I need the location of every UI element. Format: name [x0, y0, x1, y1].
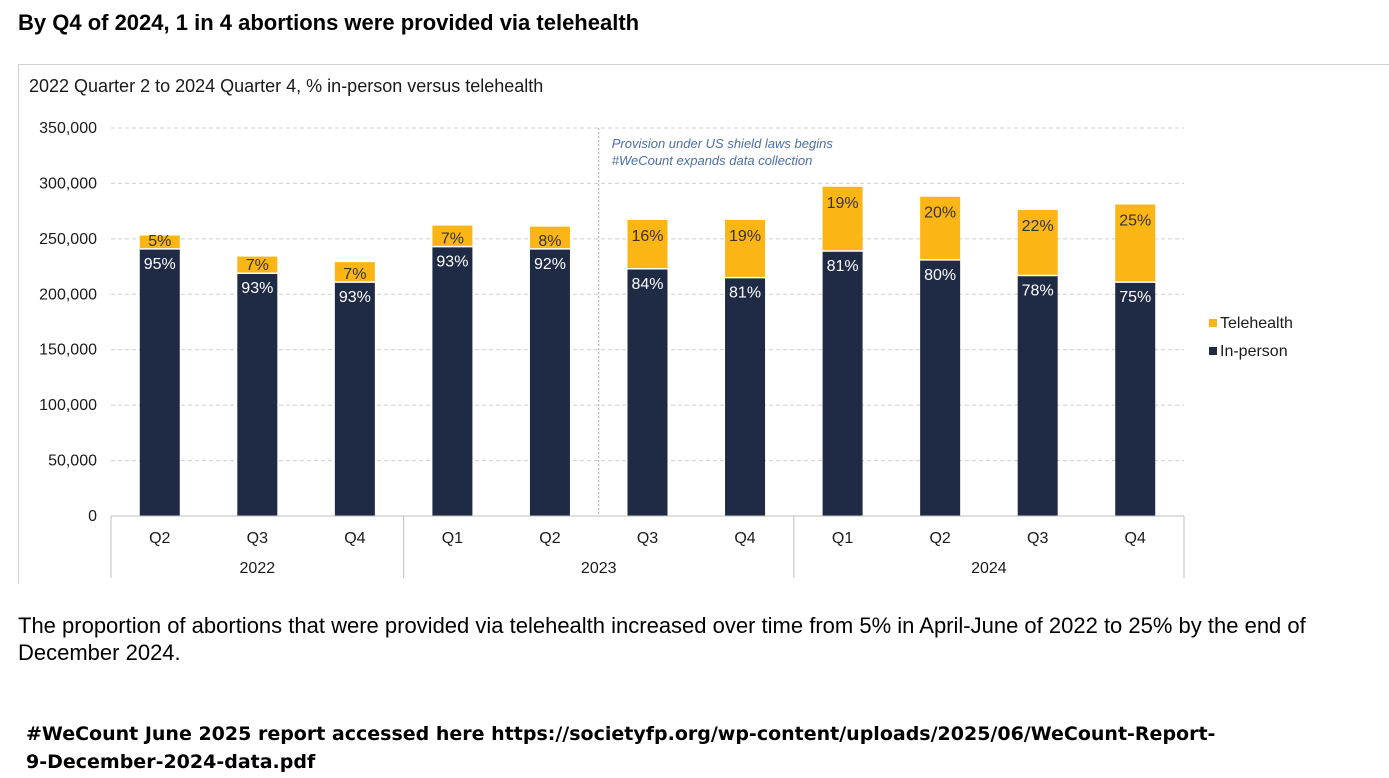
y-tick-label: 150,000 — [39, 342, 97, 359]
telehealth-label: 19% — [827, 195, 859, 212]
x-tick-label: Q4 — [344, 530, 365, 547]
bar-in-person — [529, 248, 570, 516]
in-person-label: 75% — [1119, 289, 1151, 306]
bar-telehealth — [627, 220, 668, 269]
bar-telehealth — [529, 226, 570, 249]
stacked-bar-chart: 2022 Quarter 2 to 2024 Quarter 4, % in-p… — [29, 76, 1293, 578]
telehealth-label: 22% — [1022, 218, 1054, 235]
telehealth-label: 7% — [441, 231, 464, 248]
telehealth-label: 8% — [538, 233, 561, 250]
telehealth-label: 16% — [631, 228, 663, 245]
bar-in-person — [627, 268, 668, 516]
bar-telehealth — [237, 256, 278, 274]
annotation: Provision under US shield laws begins #We… — [598, 128, 834, 516]
in-person-label: 93% — [436, 254, 468, 271]
bar-in-person — [334, 282, 375, 516]
bar-in-person — [725, 277, 766, 516]
chart-headline: By Q4 of 2024, 1 in 4 abortions were pro… — [18, 10, 640, 35]
bar-in-person — [920, 259, 961, 516]
in-person-label: 81% — [729, 285, 761, 302]
in-person-label: 80% — [924, 267, 956, 284]
telehealth-label: 5% — [148, 233, 171, 250]
bar-telehealth — [1017, 210, 1058, 276]
legend-label: Telehealth — [1220, 315, 1293, 332]
bar-telehealth — [334, 262, 375, 283]
year-label: 2023 — [581, 560, 617, 577]
in-person-label: 78% — [1022, 282, 1054, 299]
y-tick-label: 100,000 — [39, 397, 97, 414]
in-person-label: 95% — [144, 256, 176, 273]
x-tick-label: Q3 — [1027, 530, 1048, 547]
legend-swatch — [1209, 347, 1217, 355]
bars: 95% 5% 93% 7% 93% 7% 93% 7% 92% 8% 84% 16% 81% 19% 81%… — [139, 186, 1156, 517]
in-person-label: 92% — [534, 256, 566, 273]
year-label: 2022 — [240, 560, 276, 577]
bar-in-person — [237, 273, 278, 516]
x-tick-label: Q3 — [637, 530, 658, 547]
y-tick-label: 300,000 — [39, 175, 97, 192]
in-person-label: 93% — [339, 289, 371, 306]
y-tick-label: 0 — [88, 508, 97, 525]
bar-in-person — [139, 248, 180, 516]
x-tick-label: Q4 — [1125, 530, 1146, 547]
legend-label: In-person — [1220, 343, 1288, 360]
bar-telehealth — [139, 235, 180, 249]
y-tick-label: 50,000 — [48, 453, 97, 470]
bar-in-person — [1115, 282, 1156, 516]
summary-text: The proportion of abortions that were pr… — [18, 613, 1306, 665]
bar-telehealth — [822, 186, 863, 252]
annotation-text: Provision under US shield laws begins — [612, 136, 834, 151]
chart-container: 2022 Quarter 2 to 2024 Quarter 4, % in-p… — [18, 64, 1389, 584]
x-tick-label: Q1 — [442, 530, 463, 547]
annotation-text: #WeCount expands data collection — [612, 153, 813, 168]
bar-in-person — [1017, 275, 1058, 516]
x-tick-label: Q2 — [929, 530, 950, 547]
telehealth-label: 7% — [246, 257, 269, 274]
source-citation: #WeCount June 2025 report accessed here … — [26, 723, 1216, 773]
bar-telehealth — [920, 196, 961, 260]
telehealth-label: 19% — [729, 228, 761, 245]
x-tick-label: Q2 — [539, 530, 560, 547]
gridlines — [111, 127, 1184, 462]
y-axis-ticks: 0 50,000 100,000 150,000 200,000 250,000 300,0… — [39, 120, 97, 525]
legend: Telehealth In-person — [1209, 315, 1293, 360]
telehealth-label: 20% — [924, 205, 956, 222]
chart-subtitle: 2022 Quarter 2 to 2024 Quarter 4, % in-p… — [29, 76, 543, 96]
y-tick-label: 350,000 — [39, 120, 97, 137]
in-person-label: 93% — [241, 280, 273, 297]
telehealth-label: 25% — [1119, 212, 1151, 229]
x-tick-label: Q3 — [247, 530, 268, 547]
bar-telehealth — [432, 225, 473, 247]
x-axis: Q2 Q3 Q4 Q1 Q2 Q3 Q4 Q1 Q2 Q3 Q4 2022 2023 2024 — [110, 515, 1185, 578]
x-tick-label: Q2 — [149, 530, 170, 547]
year-label: 2024 — [971, 560, 1007, 577]
in-person-label: 84% — [631, 276, 663, 293]
telehealth-label: 7% — [343, 266, 366, 283]
bar-in-person — [432, 246, 473, 517]
legend-swatch — [1209, 319, 1217, 327]
y-tick-label: 200,000 — [39, 286, 97, 303]
in-person-label: 81% — [827, 258, 859, 275]
x-tick-label: Q1 — [832, 530, 853, 547]
bar-telehealth — [725, 220, 766, 278]
bar-in-person — [822, 251, 863, 516]
bar-telehealth — [1115, 204, 1156, 283]
y-tick-label: 250,000 — [39, 231, 97, 248]
x-tick-label: Q4 — [734, 530, 755, 547]
